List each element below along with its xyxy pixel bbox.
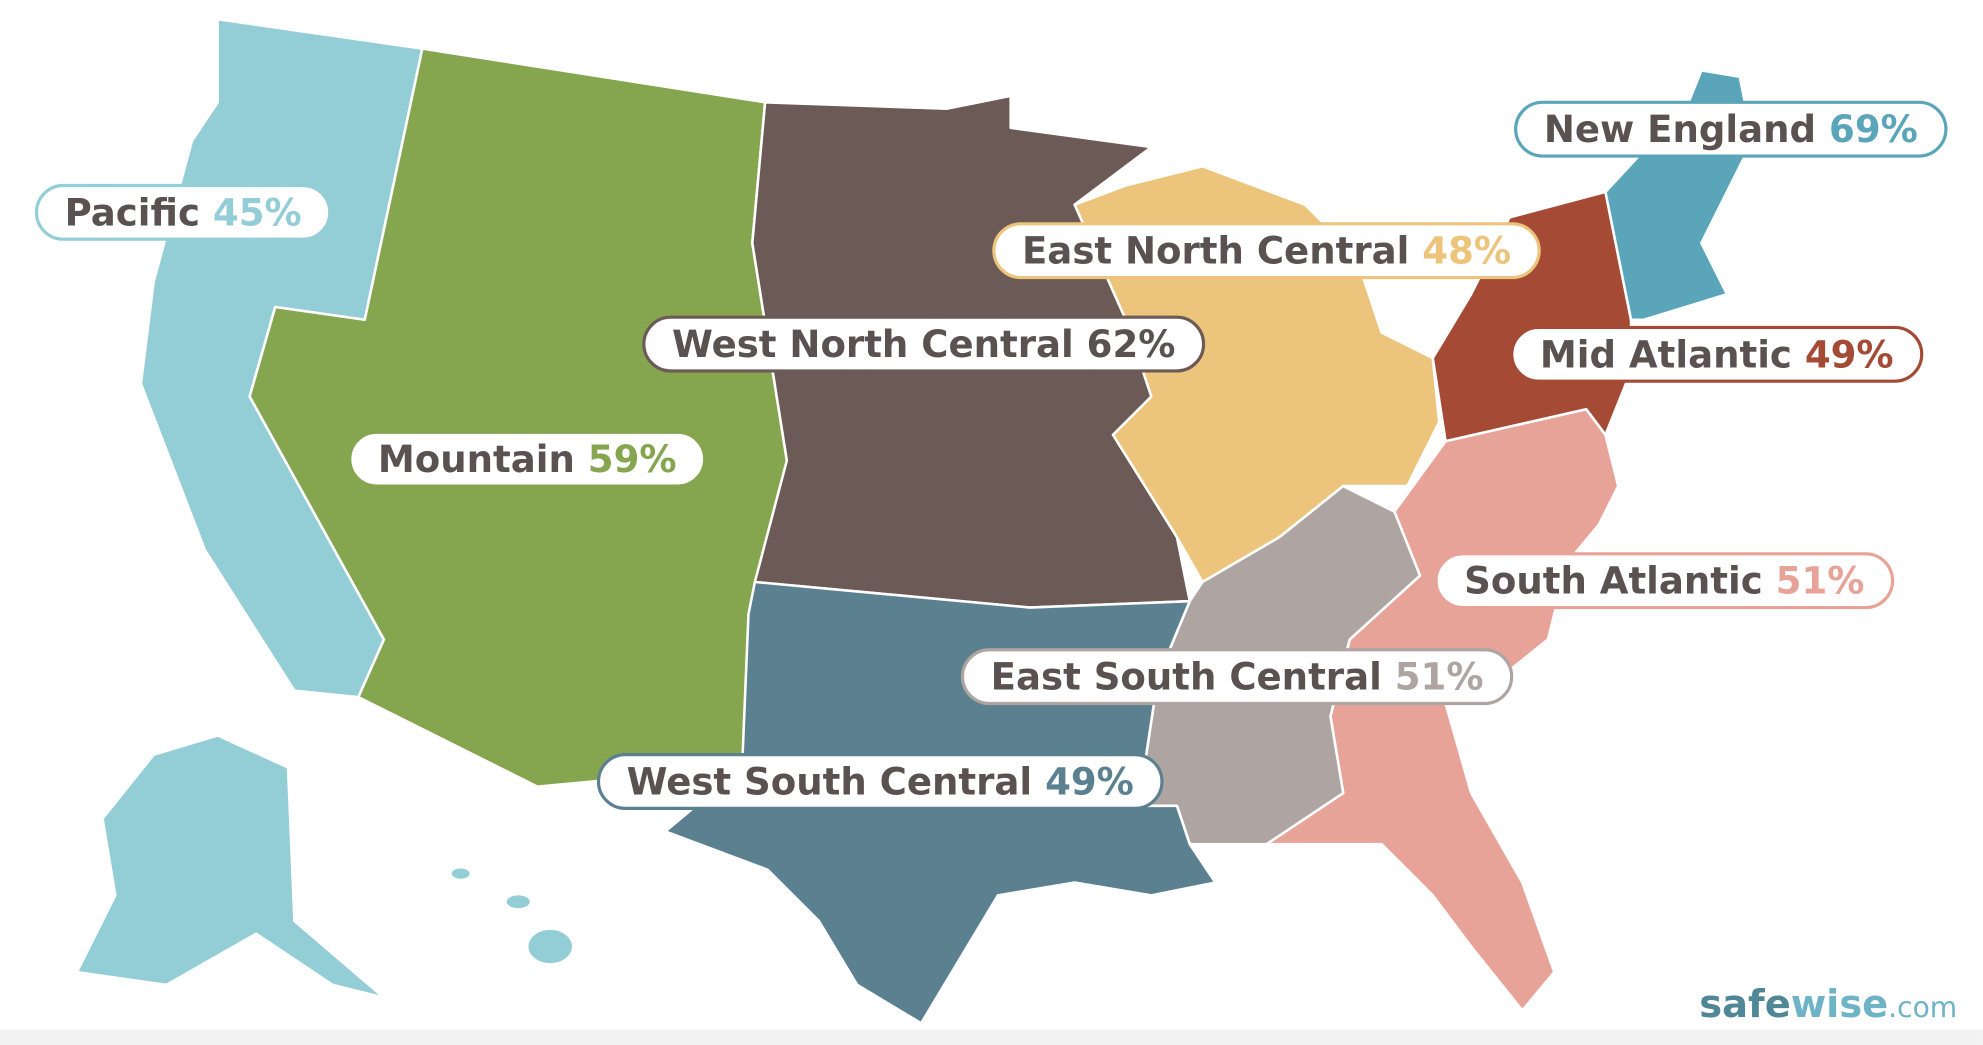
- label-pill: [596, 753, 1164, 810]
- brand-wise: wise: [1791, 982, 1888, 1027]
- region-shape: [504, 892, 533, 911]
- label-pill: [1514, 100, 1948, 158]
- region-name: New England: [1544, 108, 1816, 151]
- label-text: Mid Atlantic 49%: [1540, 333, 1894, 376]
- region-percent: 51%: [1776, 559, 1865, 602]
- region-name: West South Central: [627, 760, 1033, 803]
- region-name: Pacific: [65, 191, 200, 234]
- label-text: East North Central 48%: [1022, 229, 1511, 272]
- region-percent: 59%: [588, 438, 677, 481]
- region-label: Mountain 59%: [348, 430, 707, 488]
- region-shape: [525, 927, 575, 966]
- region-name: Mountain: [378, 438, 575, 481]
- region-name: Mid Atlantic: [1540, 333, 1792, 376]
- label-text: West North Central 62%: [672, 323, 1175, 366]
- region-name: West North Central: [672, 323, 1074, 366]
- region-label: East North Central 48%: [992, 222, 1541, 280]
- region-percent: 49%: [1045, 760, 1134, 803]
- region-shapes: [75, 17, 1754, 1025]
- region-shape: [449, 865, 473, 882]
- brand-safe: safe: [1699, 982, 1790, 1027]
- region-percent: 48%: [1422, 229, 1511, 272]
- label-pill: [348, 430, 707, 488]
- region-name: East South Central: [991, 655, 1382, 698]
- label-pill: [642, 315, 1206, 373]
- label-pill: [960, 648, 1514, 706]
- region-name: South Atlantic: [1464, 559, 1763, 602]
- label-pill: [992, 222, 1541, 280]
- region-labels: Pacific 45% Mountain 59% West North Centra…: [34, 100, 1948, 810]
- region-label: East South Central 51%: [960, 648, 1514, 706]
- region-percent: 45%: [213, 191, 302, 234]
- region-shape: [75, 734, 386, 999]
- label-text: West South Central 49%: [627, 760, 1134, 803]
- label-pill: [1434, 552, 1895, 610]
- label-text: East South Central 51%: [991, 655, 1484, 698]
- label-text: Mountain 59%: [378, 438, 677, 481]
- label-text: Pacific 45%: [65, 191, 302, 234]
- region-name: East North Central: [1022, 229, 1409, 272]
- region-percent: 51%: [1395, 655, 1484, 698]
- label-pill: [34, 183, 332, 241]
- region-label: West North Central 62%: [642, 315, 1206, 373]
- region-percent: 62%: [1087, 323, 1176, 366]
- label-text: New England 69%: [1544, 108, 1918, 151]
- region-label: New England 69%: [1514, 100, 1948, 158]
- label-pill: [1510, 325, 1924, 383]
- region-label: Pacific 45%: [34, 183, 332, 241]
- region-label: Mid Atlantic 49%: [1510, 325, 1924, 383]
- brand-logo: safewise.com: [1699, 982, 1957, 1027]
- brand-com: .com: [1888, 991, 1957, 1024]
- region-percent: 49%: [1805, 333, 1894, 376]
- region-label: West South Central 49%: [596, 753, 1164, 810]
- region-percent: 69%: [1829, 108, 1918, 151]
- footer-bar: [0, 1029, 1983, 1045]
- region-label: South Atlantic 51%: [1434, 552, 1895, 610]
- label-text: South Atlantic 51%: [1464, 559, 1864, 602]
